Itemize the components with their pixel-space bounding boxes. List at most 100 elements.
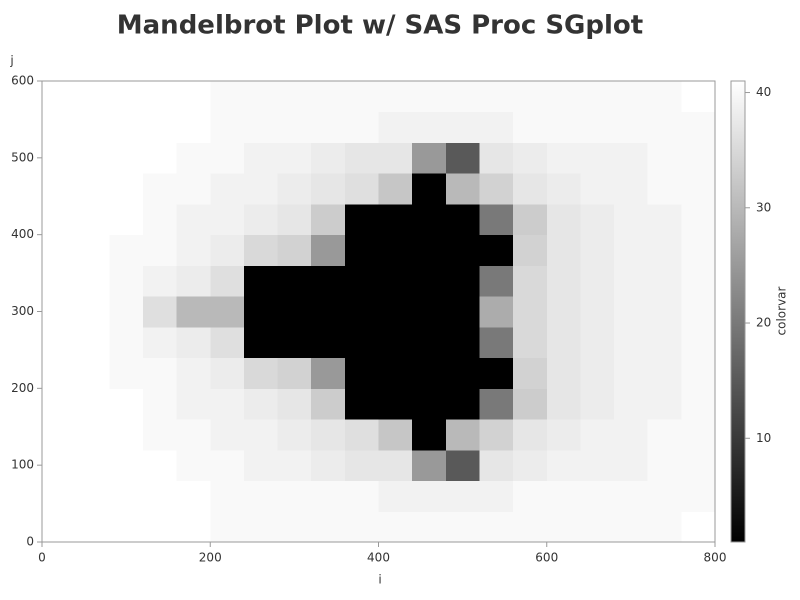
heatmap-cell: [546, 203, 581, 236]
heatmap-cell: [445, 357, 480, 389]
heatmap-cell: [445, 296, 480, 328]
heatmap-cell: [176, 296, 211, 328]
y-axis-label: j: [9, 54, 13, 68]
heatmap-cell: [311, 511, 346, 543]
heatmap-cell: [681, 296, 716, 328]
heatmap-cell: [546, 326, 581, 359]
heatmap-cell: [210, 111, 245, 143]
heatmap-cell: [176, 265, 211, 297]
heatmap-cell: [277, 173, 312, 205]
heatmap-cell: [513, 326, 548, 359]
y-tick-label: 300: [11, 304, 34, 318]
heatmap-cell: [42, 357, 77, 389]
heatmap-cell: [243, 234, 279, 266]
heatmap: [42, 81, 716, 543]
heatmap-cell: [243, 142, 279, 174]
heatmap-cell: [42, 296, 77, 328]
heatmap-cell: [546, 173, 581, 205]
heatmap-cell: [176, 81, 211, 113]
heatmap-cell: [546, 449, 581, 482]
heatmap-cell: [681, 449, 716, 482]
heatmap-cell: [647, 511, 682, 543]
heatmap-cell: [109, 234, 144, 266]
heatmap-cell: [210, 296, 245, 328]
heatmap-cell: [580, 419, 615, 451]
heatmap-cell: [546, 511, 581, 543]
colorbar-label: colorvar: [775, 286, 789, 335]
heatmap-cell: [614, 511, 649, 543]
heatmap-cell: [311, 449, 346, 482]
heatmap-cell: [681, 388, 716, 420]
heatmap-cell: [142, 449, 178, 482]
heatmap-cell: [109, 388, 144, 420]
heatmap-cell: [311, 357, 346, 389]
heatmap-cell: [142, 480, 178, 512]
heatmap-cell: [243, 388, 279, 420]
heatmap-cell: [311, 326, 346, 359]
heatmap-cell: [42, 234, 77, 266]
heatmap-cell: [243, 265, 279, 297]
heatmap-cell: [479, 326, 514, 359]
heatmap-cell: [513, 296, 548, 328]
heatmap-cell: [311, 265, 346, 297]
heatmap-cell: [210, 326, 245, 359]
heatmap-cell: [277, 265, 312, 297]
heatmap-cell: [75, 265, 110, 297]
heatmap-cell: [344, 480, 379, 512]
heatmap-cell: [344, 111, 379, 143]
heatmap-cell: [311, 234, 346, 266]
heatmap-cell: [277, 203, 312, 236]
x-tick-label: 600: [535, 551, 558, 565]
heatmap-cell: [176, 419, 211, 451]
heatmap-cell: [412, 511, 447, 543]
heatmap-cell: [42, 419, 77, 451]
heatmap-cell: [378, 265, 413, 297]
heatmap-cell: [277, 142, 312, 174]
heatmap-cell: [243, 326, 279, 359]
heatmap-cell: [75, 173, 110, 205]
heatmap-cell: [277, 296, 312, 328]
heatmap-cell: [681, 511, 716, 543]
y-tick-label: 100: [11, 458, 34, 472]
heatmap-cell: [681, 326, 716, 359]
heatmap-cell: [479, 388, 514, 420]
heatmap-cell: [378, 357, 413, 389]
heatmap-cell: [75, 234, 110, 266]
heatmap-cell: [479, 111, 514, 143]
heatmap-cell: [681, 265, 716, 297]
heatmap-cell: [546, 296, 581, 328]
heatmap-cell: [513, 449, 548, 482]
heatmap-cell: [311, 81, 346, 113]
heatmap-cell: [344, 234, 379, 266]
heatmap-cell: [614, 388, 649, 420]
heatmap-cell: [412, 326, 447, 359]
heatmap-cell: [479, 296, 514, 328]
heatmap-cell: [210, 234, 245, 266]
heatmap-cell: [479, 203, 514, 236]
heatmap-cell: [311, 388, 346, 420]
heatmap-cell: [580, 511, 615, 543]
heatmap-cell: [513, 388, 548, 420]
heatmap-cell: [311, 173, 346, 205]
heatmap-cell: [42, 480, 77, 512]
heatmap-cell: [243, 511, 279, 543]
heatmap-cell: [243, 419, 279, 451]
heatmap-cell: [412, 449, 447, 482]
heatmap-cell: [42, 142, 77, 174]
heatmap-cell: [479, 357, 514, 389]
heatmap-cell: [513, 511, 548, 543]
heatmap-cell: [681, 357, 716, 389]
heatmap-cell: [243, 480, 279, 512]
heatmap-cell: [344, 419, 379, 451]
heatmap-cell: [75, 449, 110, 482]
heatmap-cell: [210, 419, 245, 451]
heatmap-cell: [580, 388, 615, 420]
heatmap-cell: [142, 511, 178, 543]
heatmap-cell: [614, 326, 649, 359]
colorbar-tick-label: 10: [756, 431, 771, 445]
heatmap-cell: [681, 173, 716, 205]
heatmap-cell: [445, 480, 480, 512]
x-tick-label: 400: [367, 551, 390, 565]
heatmap-cell: [344, 173, 379, 205]
